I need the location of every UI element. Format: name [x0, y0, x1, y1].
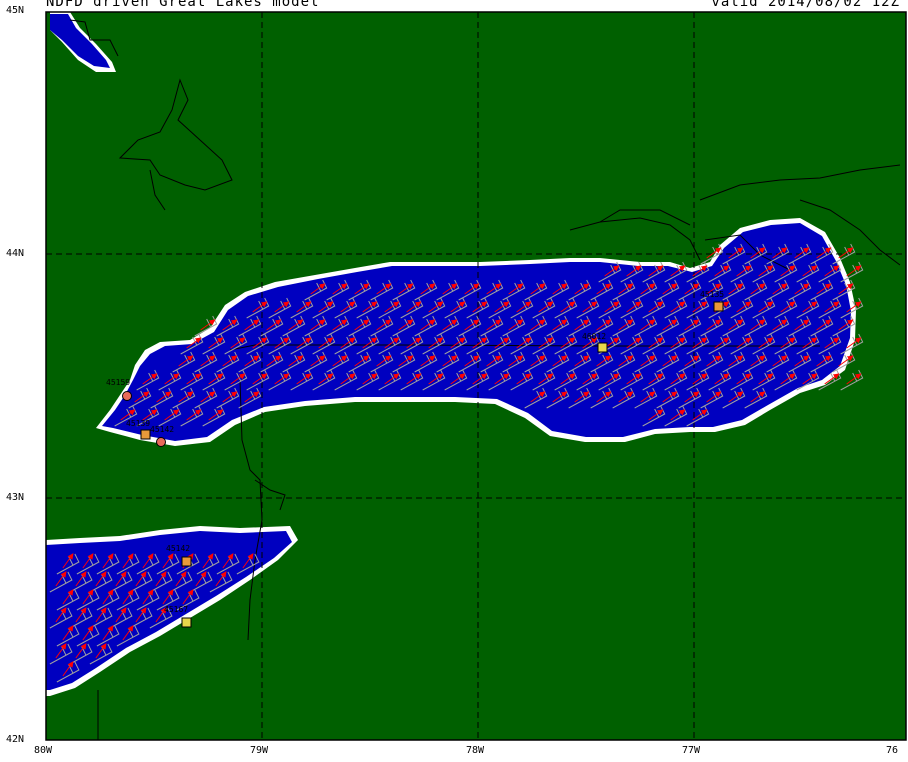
svg-text:46012: 46012	[582, 332, 606, 341]
station-45135[interactable]: 45135	[700, 290, 724, 312]
lon-label-76: 76	[886, 745, 899, 756]
lat-label-42n: 42N	[6, 734, 25, 745]
map-frame	[45, 11, 907, 741]
lon-label-80w: 80W	[34, 745, 53, 756]
lat-label-45n: 45N	[6, 5, 25, 16]
station-45159[interactable]: 45159	[106, 378, 132, 401]
current-vectors	[55, 247, 862, 677]
lat-label-43n: 43N	[6, 492, 25, 503]
georgian-bay	[50, 14, 110, 68]
svg-text:45142: 45142	[150, 425, 174, 434]
station-45167[interactable]: 45167	[164, 605, 192, 628]
lat-label-44n: 44N	[6, 248, 25, 259]
svg-text:45135: 45135	[700, 290, 724, 299]
station-46012[interactable]: 46012	[582, 332, 608, 353]
station-45142-erie[interactable]: 45142	[166, 544, 192, 567]
station-45142[interactable]: 45142	[150, 425, 174, 447]
valid-time: valid 2014/08/02 12Z	[711, 0, 900, 10]
coastlines	[69, 19, 901, 740]
lon-label-77w: 77W	[682, 745, 701, 756]
svg-text:45159: 45159	[106, 378, 130, 387]
station-45139[interactable]: 45139	[126, 419, 151, 440]
svg-text:45142: 45142	[166, 544, 190, 553]
lon-label-79w: 79W	[250, 745, 269, 756]
lon-label-78w: 78W	[466, 745, 485, 756]
map-title: NDFD driven Great Lakes model	[46, 0, 320, 10]
wind-barbs	[49, 243, 864, 683]
svg-text:45167: 45167	[164, 605, 188, 614]
svg-text:45139: 45139	[126, 419, 150, 428]
